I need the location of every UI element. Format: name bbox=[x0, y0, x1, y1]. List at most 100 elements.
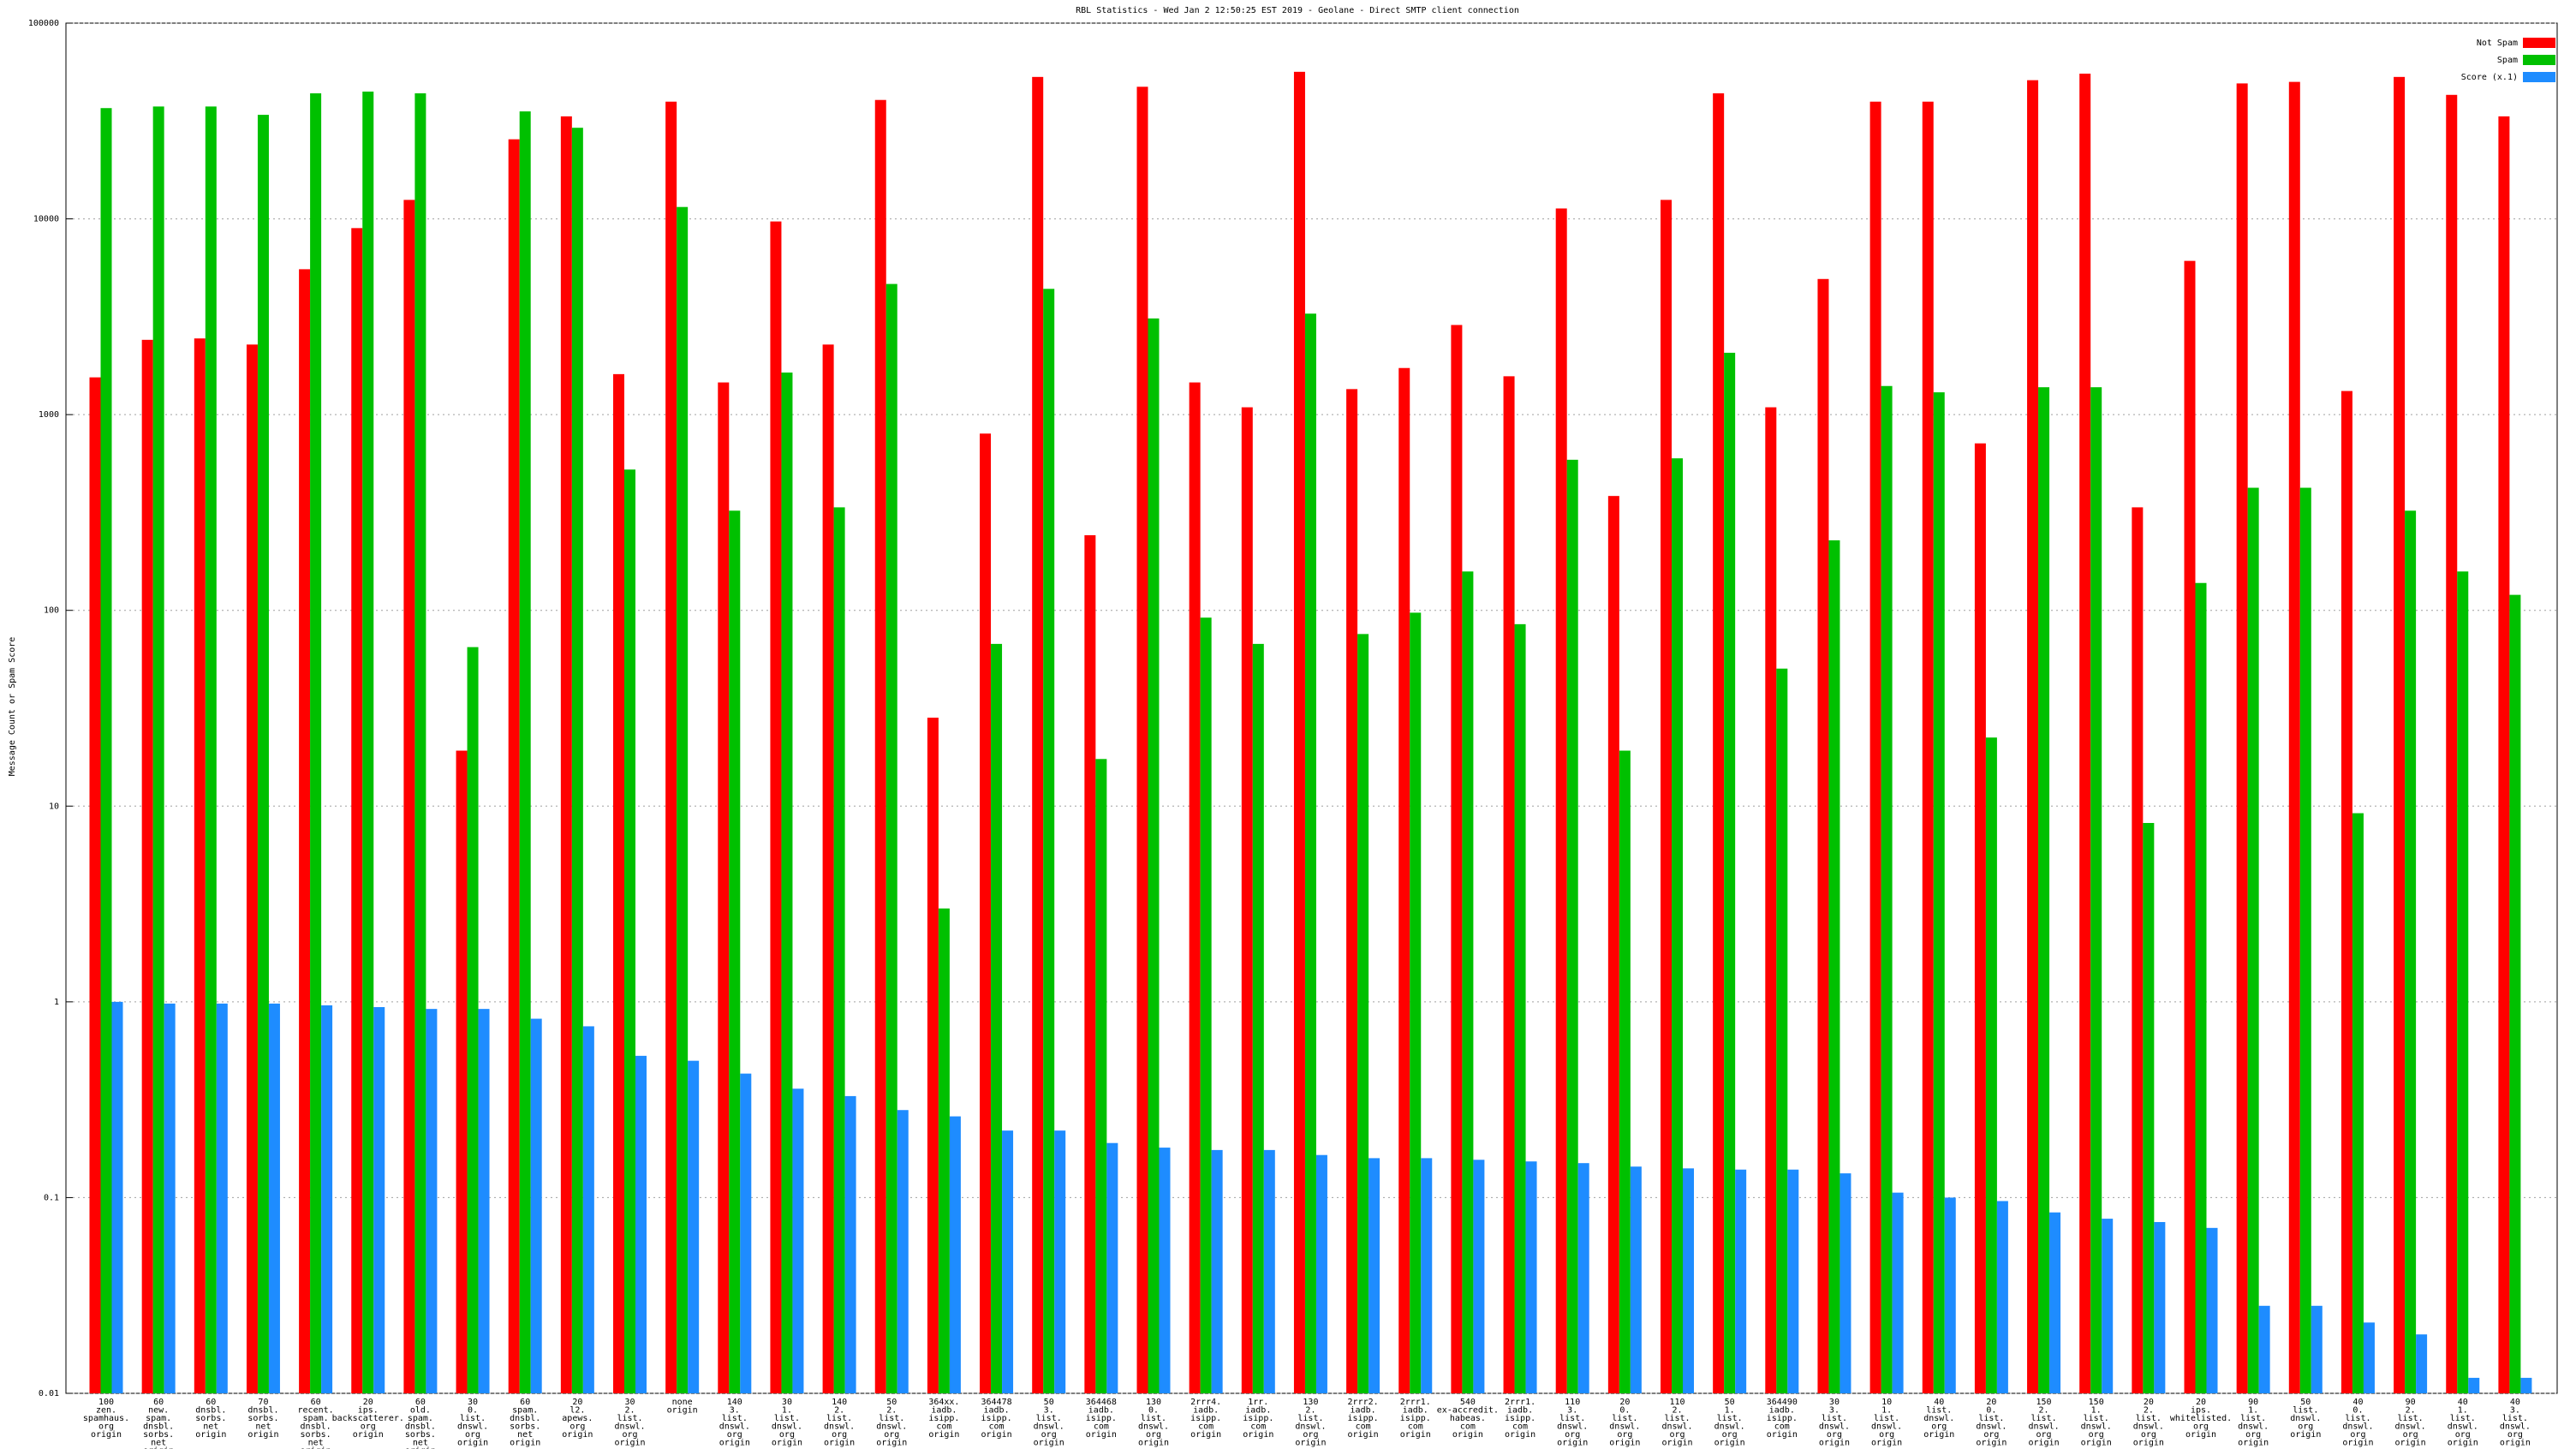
x-tick-label: origin bbox=[195, 1430, 226, 1440]
x-tick-label: dnswl. bbox=[1819, 1422, 1850, 1432]
x-tick-label: dnswl. bbox=[1871, 1422, 1902, 1432]
x-tick-label: origin bbox=[1714, 1439, 1745, 1448]
x-tick-label: 1rr. bbox=[1248, 1398, 1268, 1407]
x-tick-label: isipp. bbox=[1767, 1414, 1798, 1423]
bar bbox=[1840, 1173, 1852, 1393]
legend-swatch bbox=[2523, 38, 2555, 48]
x-tick-label: dnswl. bbox=[2133, 1422, 2164, 1432]
x-tick-label: origin bbox=[667, 1406, 698, 1416]
x-tick-label: 130 bbox=[1303, 1398, 1318, 1407]
bar bbox=[1106, 1142, 1118, 1393]
x-tick-label: net bbox=[413, 1439, 428, 1448]
bar bbox=[770, 221, 782, 1394]
bar bbox=[792, 1088, 804, 1393]
bar bbox=[519, 111, 531, 1394]
x-tick-label: spam. bbox=[303, 1414, 329, 1423]
y-tick-label: 100000 bbox=[28, 19, 59, 28]
x-tick-label: org bbox=[832, 1430, 847, 1440]
x-tick-label: 2. bbox=[2406, 1406, 2416, 1416]
x-tick-label: 40 bbox=[1934, 1398, 1944, 1407]
x-tick-label: 2rrr1. bbox=[1505, 1398, 1535, 1407]
x-tick-label: 1. bbox=[1725, 1406, 1735, 1416]
x-tick-label: 10 bbox=[1881, 1398, 1892, 1407]
bar bbox=[1357, 634, 1369, 1393]
x-tick-label: com bbox=[1094, 1422, 1109, 1432]
x-tick-label: com bbox=[989, 1422, 1005, 1432]
x-tick-label: origin bbox=[1819, 1439, 1850, 1448]
x-tick-label: origin bbox=[1086, 1430, 1117, 1440]
x-tick-label: 2rrr4. bbox=[1190, 1398, 1221, 1407]
x-tick-label: 2rrr1. bbox=[1400, 1398, 1431, 1407]
x-tick-label: list. bbox=[1822, 1414, 1847, 1423]
x-tick-label: dnswl. bbox=[2342, 1422, 2373, 1432]
x-tick-label: isipp. bbox=[1190, 1414, 1221, 1423]
x-tick-label: list. bbox=[617, 1414, 642, 1423]
bar bbox=[2468, 1377, 2480, 1393]
x-tick-label: dnswl. bbox=[614, 1422, 645, 1432]
bar bbox=[635, 1055, 647, 1393]
bar bbox=[1263, 1149, 1275, 1393]
x-tick-label: origin bbox=[1034, 1439, 1064, 1448]
x-tick-label: 30 bbox=[468, 1398, 478, 1407]
bar bbox=[141, 339, 153, 1393]
bar bbox=[1410, 612, 1422, 1393]
bar bbox=[1315, 1154, 1327, 1393]
x-tick-label: sorbs. bbox=[301, 1430, 331, 1440]
x-tick-label: com bbox=[1356, 1422, 1371, 1432]
x-tick-label: dnsbl. bbox=[301, 1422, 331, 1432]
x-tick-label: dnsbl. bbox=[195, 1406, 226, 1416]
bar bbox=[729, 510, 741, 1393]
bar bbox=[1776, 668, 1788, 1393]
bar bbox=[2311, 1305, 2323, 1393]
x-tick-label: 1. bbox=[2091, 1406, 2102, 1416]
x-tick-label: list. bbox=[1926, 1406, 1952, 1416]
x-tick-label: origin bbox=[2238, 1439, 2269, 1448]
x-tick-label: 40 bbox=[2352, 1398, 2363, 1407]
x-tick-label: iadb. bbox=[1245, 1406, 1271, 1416]
x-tick-label: 540 bbox=[1460, 1398, 1476, 1407]
x-tick-label: 30 bbox=[624, 1398, 635, 1407]
x-tick-label: org bbox=[884, 1430, 899, 1440]
bar bbox=[980, 433, 992, 1394]
x-tick-label: dnswl. bbox=[876, 1422, 907, 1432]
bar bbox=[1095, 759, 1107, 1393]
bar bbox=[2049, 1212, 2061, 1393]
x-tick-label: 130 bbox=[1146, 1398, 1161, 1407]
x-tick-label: ex-accredit. bbox=[1437, 1406, 1499, 1416]
x-tick-label: none bbox=[672, 1398, 693, 1407]
x-tick-label: dnswl. bbox=[719, 1422, 750, 1432]
bar bbox=[403, 200, 415, 1394]
bar bbox=[2206, 1227, 2218, 1393]
bar bbox=[351, 228, 363, 1394]
bar bbox=[1869, 101, 1881, 1393]
x-tick-label: 60 bbox=[153, 1398, 164, 1407]
bar bbox=[456, 750, 468, 1393]
x-tick-label: 2. bbox=[2144, 1406, 2154, 1416]
x-tick-label: 3. bbox=[1567, 1406, 1577, 1416]
x-tick-label: dnsbl. bbox=[247, 1406, 278, 1416]
x-tick-label: 3. bbox=[1829, 1406, 1840, 1416]
x-tick-label: org bbox=[465, 1430, 480, 1440]
x-tick-label: origin bbox=[2290, 1430, 2321, 1440]
x-tick-label: 2. bbox=[1672, 1406, 1682, 1416]
x-tick-label: 364478 bbox=[981, 1398, 1011, 1407]
y-tick-label: 10000 bbox=[33, 215, 59, 224]
bar bbox=[2498, 116, 2510, 1394]
bar bbox=[1473, 1160, 1485, 1393]
x-tick-label: dnswl. bbox=[2395, 1422, 2426, 1432]
x-tick-label: org bbox=[1303, 1430, 1318, 1440]
x-tick-label: origin bbox=[1505, 1430, 1535, 1440]
bar bbox=[216, 1003, 228, 1393]
y-tick-label: 0.1 bbox=[44, 1193, 59, 1202]
x-tick-label: origin bbox=[91, 1430, 122, 1440]
x-tick-label: 60 bbox=[520, 1398, 530, 1407]
bar bbox=[1043, 289, 1055, 1393]
x-tick-label: dnswl. bbox=[2238, 1422, 2269, 1432]
bar bbox=[2352, 813, 2364, 1393]
x-tick-label: net bbox=[255, 1422, 271, 1432]
bar bbox=[624, 469, 635, 1394]
x-tick-label: dnswl. bbox=[1609, 1422, 1640, 1432]
bar bbox=[874, 99, 886, 1393]
x-tick-label: 20 bbox=[2144, 1398, 2154, 1407]
x-tick-label: 364468 bbox=[1086, 1398, 1117, 1407]
